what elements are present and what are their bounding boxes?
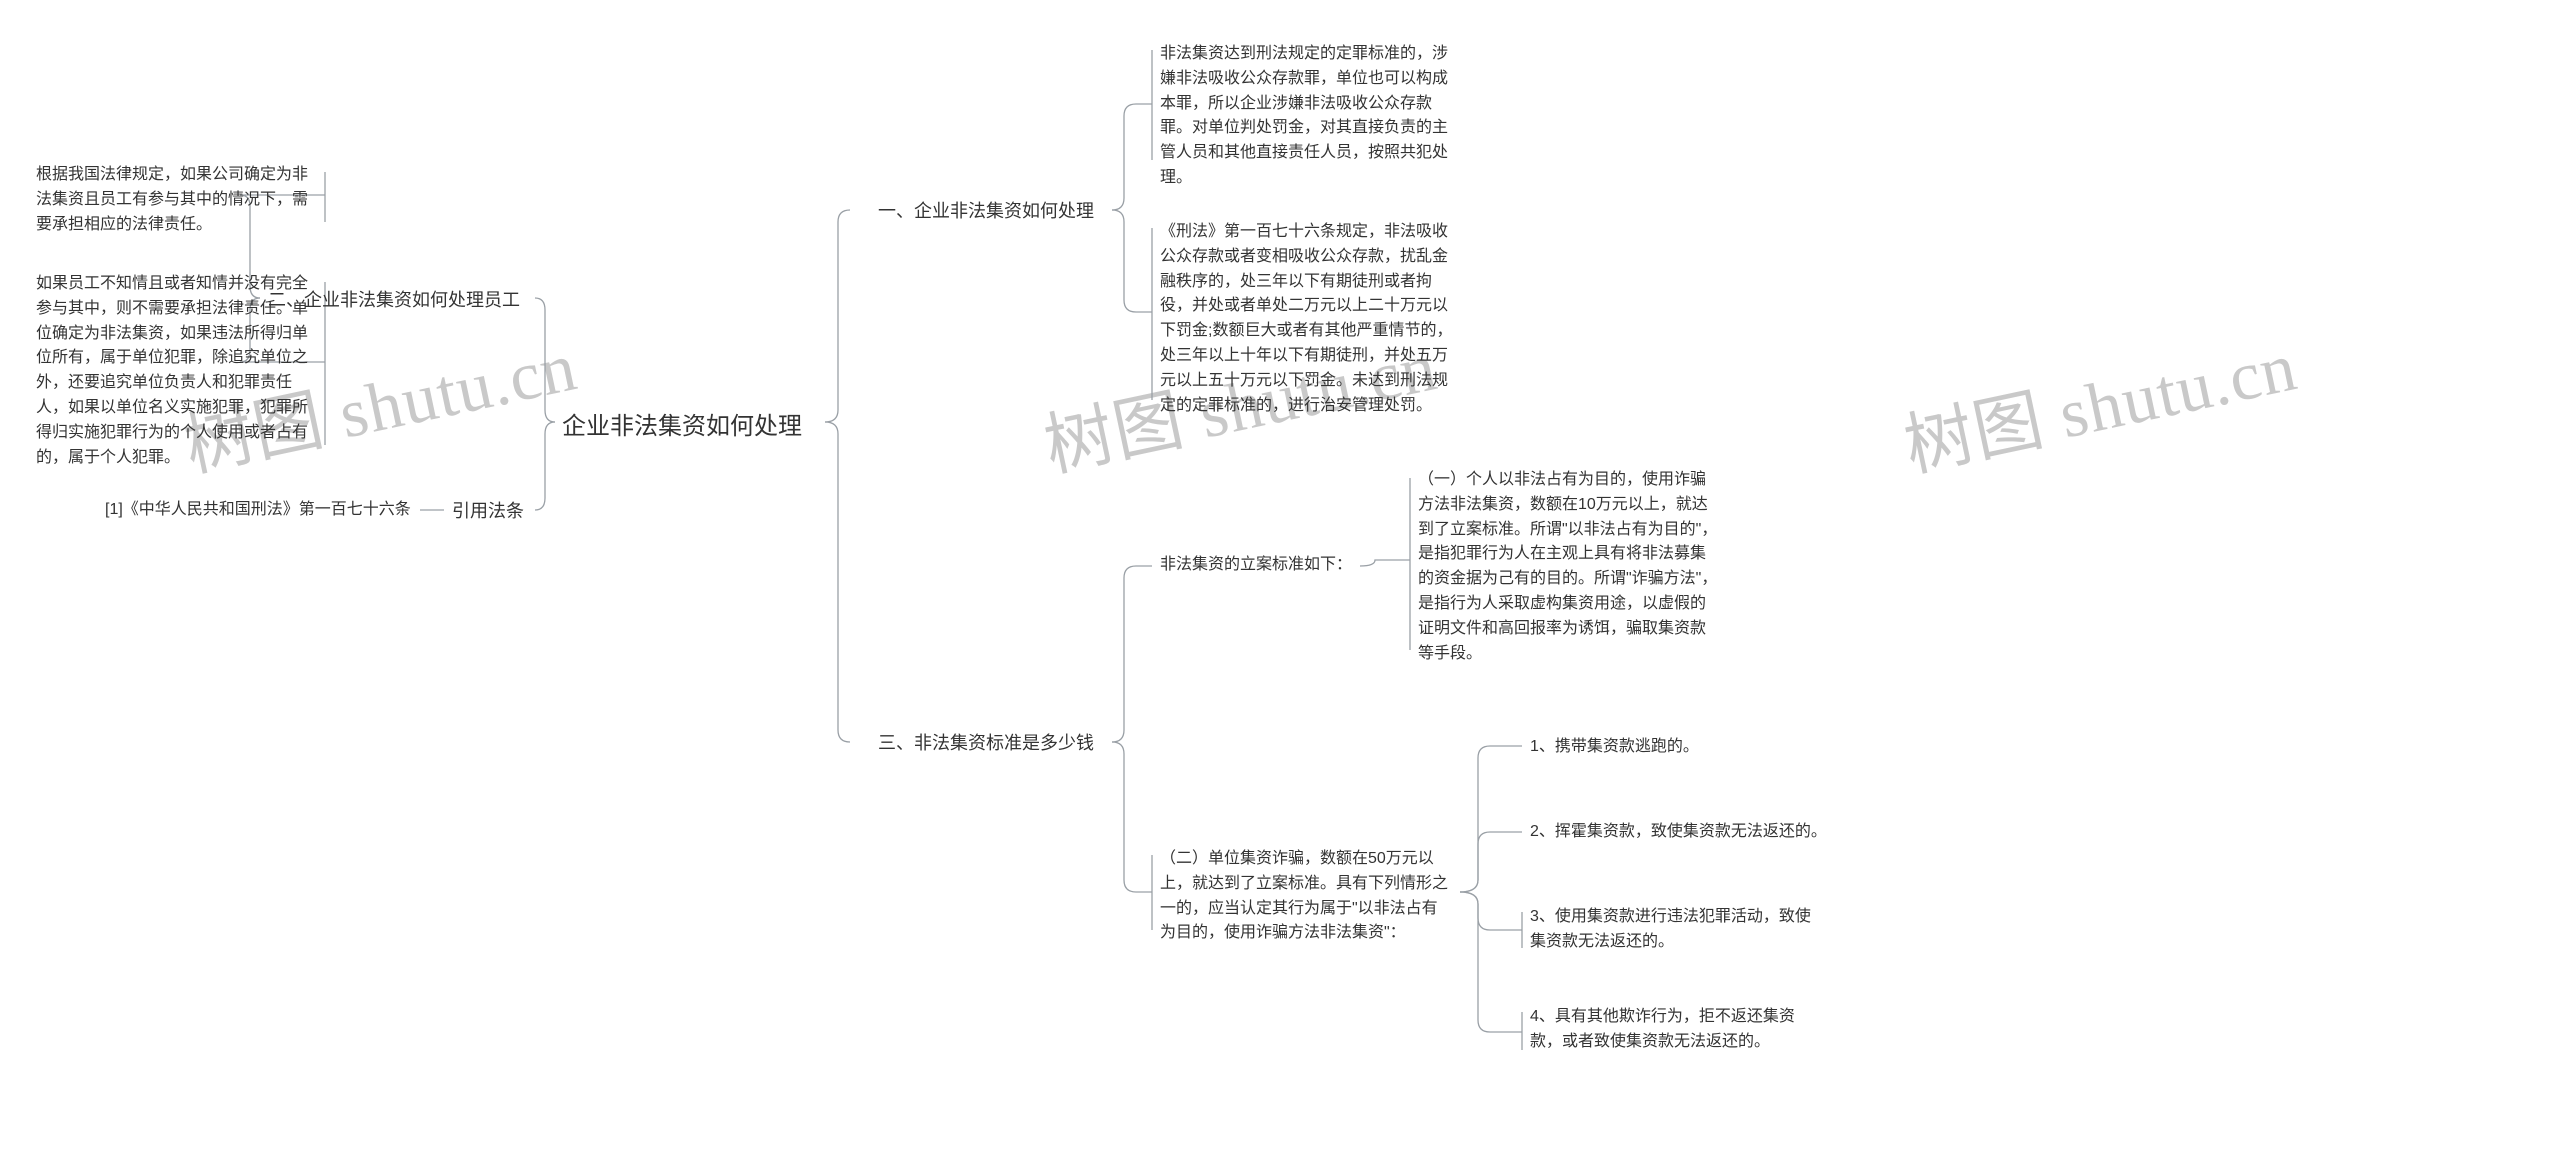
section1-para2: 《刑法》第一百七十六条规定，非法吸收公众存款或者变相吸收公众存款，扰乱金融秩序的… <box>1160 220 1460 418</box>
unit-item-2: 2、挥霍集资款，致使集资款无法返还的。 <box>1530 820 1827 845</box>
standard-label: 非法集资的立案标准如下： <box>1160 553 1352 578</box>
section1-para1: 非法集资达到刑法规定的定罪标准的，涉嫌非法吸收公众存款罪，单位也可以构成本罪，所… <box>1160 42 1460 191</box>
watermark-3: 树图 shutu.cn <box>1894 310 2304 491</box>
unit-item-4: 4、具有其他欺诈行为，拒不返还集资款，或者致使集资款无法返还的。 <box>1530 1005 1820 1055</box>
section2-para2: 如果员工不知情且或者知情并没有完全参与其中，则不需要承担法律责任。单位确定为非法… <box>36 272 319 470</box>
section1-heading: 一、企业非法集资如何处理 <box>878 198 1094 226</box>
standard-para1: （一）个人以非法占有为目的，使用诈骗方法非法集资，数额在10万元以上，就达到了立… <box>1418 468 1718 666</box>
section2-para1: 根据我国法律规定，如果公司确定为非法集资且员工有参与其中的情况下，需要承担相应的… <box>36 163 319 237</box>
law-ref: [1]《中华人民共和国刑法》第一百七十六条 <box>105 498 415 523</box>
unit-item-1: 1、携带集资款逃跑的。 <box>1530 735 1699 760</box>
section3-heading: 三、非法集资标准是多少钱 <box>878 730 1094 758</box>
root-node: 企业非法集资如何处理 <box>562 408 802 445</box>
unit-item-3: 3、使用集资款进行违法犯罪活动，致使集资款无法返还的。 <box>1530 905 1820 955</box>
law-heading: 引用法条 <box>452 498 524 526</box>
unit-label: （二）单位集资诈骗，数额在50万元以上，就达到了立案标准。具有下列情形之一的，应… <box>1160 847 1450 946</box>
